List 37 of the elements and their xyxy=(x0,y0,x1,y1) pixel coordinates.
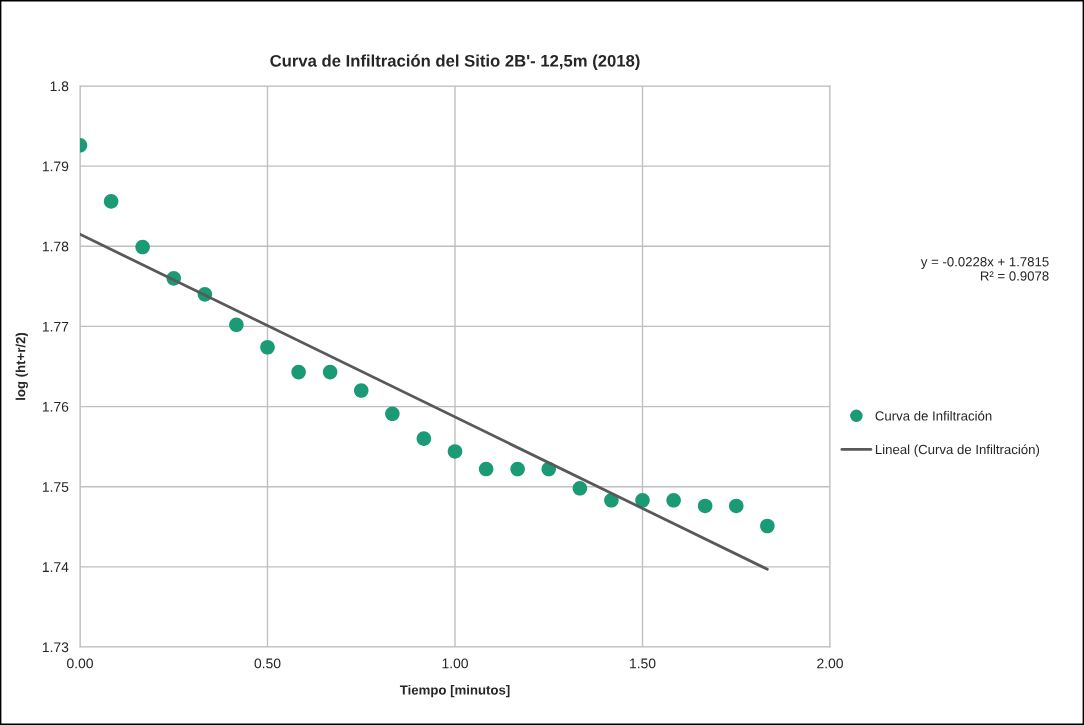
y-tick-label: 1.74 xyxy=(42,562,69,572)
y-tick-label: 1.75 xyxy=(42,482,69,492)
point xyxy=(135,239,150,255)
point xyxy=(385,406,400,422)
point xyxy=(760,518,775,534)
point xyxy=(635,493,650,508)
text: y = -0.0228x + 1.7815 R² = 0.9078 xyxy=(920,257,1049,281)
point xyxy=(353,383,369,398)
point xyxy=(260,339,275,355)
chart-title: Curva de Infiltración del Sitio 2B'- 12,5m (2018) xyxy=(270,54,640,71)
point xyxy=(291,364,306,380)
y-tick-label: 1.73 xyxy=(42,642,69,653)
point xyxy=(728,498,744,514)
point xyxy=(697,498,713,514)
x-axis-title: Tiempo [minutos] xyxy=(399,684,510,698)
y-tick-label: 1.8 xyxy=(50,81,69,92)
x-tick-label: 0.50 xyxy=(254,658,281,669)
y-tick-label: 1.77 xyxy=(42,321,69,332)
x-tick-label: 1.00 xyxy=(442,658,468,669)
point xyxy=(478,461,494,477)
y-tick-label: 1.76 xyxy=(42,401,69,412)
x-tick-label: 0.00 xyxy=(67,658,93,669)
point xyxy=(416,431,432,446)
y-axis-title: log (ht+r/2) xyxy=(15,332,28,400)
y-tick-label: 1.78 xyxy=(42,241,69,252)
point xyxy=(322,364,338,380)
point xyxy=(103,194,119,209)
point xyxy=(572,481,588,496)
y-tick-label: 1.79 xyxy=(42,161,69,172)
point xyxy=(666,493,681,508)
point xyxy=(510,461,525,477)
x-tick-label: 2.00 xyxy=(817,658,843,669)
legend-label: Curva de Infiltración xyxy=(875,410,992,421)
x-tick-label: 1.50 xyxy=(630,658,656,669)
point xyxy=(229,317,244,333)
point xyxy=(447,444,463,459)
legend-label: Lineal (Curva de Infiltración) xyxy=(875,444,1040,457)
